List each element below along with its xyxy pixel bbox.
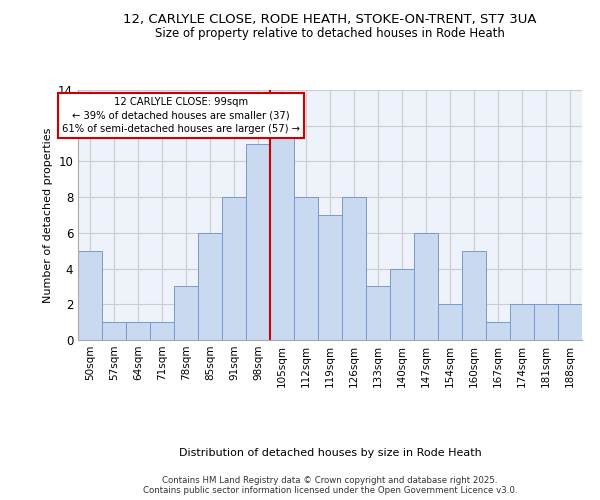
Bar [222, 197, 246, 340]
Text: 12 CARLYLE CLOSE: 99sqm
← 39% of detached houses are smaller (37)
61% of semi-de: 12 CARLYLE CLOSE: 99sqm ← 39% of detache… [62, 97, 300, 134]
Bar [534, 304, 558, 340]
Bar [174, 286, 198, 340]
Bar [510, 304, 534, 340]
Text: Contains HM Land Registry data © Crown copyright and database right 2025.
Contai: Contains HM Land Registry data © Crown c… [143, 476, 517, 495]
Bar [414, 233, 438, 340]
Text: 12, CARLYLE CLOSE, RODE HEATH, STOKE-ON-TRENT, ST7 3UA: 12, CARLYLE CLOSE, RODE HEATH, STOKE-ON-… [123, 12, 537, 26]
Y-axis label: Number of detached properties: Number of detached properties [43, 128, 53, 302]
Text: Size of property relative to detached houses in Rode Heath: Size of property relative to detached ho… [155, 28, 505, 40]
Bar [198, 233, 222, 340]
Bar [462, 250, 486, 340]
Bar [486, 322, 510, 340]
Bar [150, 322, 174, 340]
Bar [294, 197, 318, 340]
Bar [438, 304, 462, 340]
Text: Distribution of detached houses by size in Rode Heath: Distribution of detached houses by size … [179, 448, 481, 458]
Bar [342, 197, 366, 340]
Bar [318, 215, 342, 340]
Bar [102, 322, 126, 340]
Bar [78, 250, 102, 340]
Bar [270, 126, 294, 340]
Bar [246, 144, 270, 340]
Bar [366, 286, 390, 340]
Bar [126, 322, 150, 340]
Bar [390, 268, 414, 340]
Bar [558, 304, 582, 340]
